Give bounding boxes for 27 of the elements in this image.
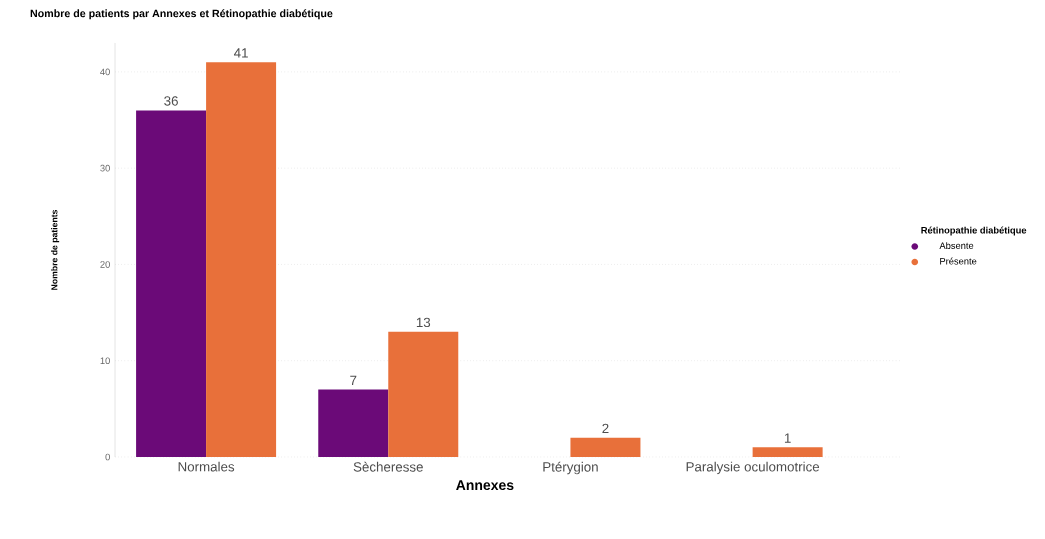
data-label: 41 [233, 48, 248, 58]
x-axis-title: Annexes [456, 480, 514, 491]
data-label: 36 [164, 96, 178, 106]
x-tick-label: Ptérygion [543, 461, 598, 475]
bar [388, 331, 459, 457]
x-tick-label: Normales [178, 461, 235, 472]
y-tick-label: 0 [105, 453, 110, 461]
y-axis-title: Nombre de patients [51, 209, 60, 290]
y-tick-label: 40 [100, 68, 110, 76]
y-tick-label: 30 [100, 164, 110, 172]
data-label: 2 [602, 423, 609, 434]
bar [318, 389, 389, 457]
bar [136, 110, 207, 457]
legend-title: Rétinopathie diabétique [921, 226, 1027, 236]
chart-title: Nombre de patients par Annexes et Rétinopathie diabétique [30, 9, 333, 20]
x-tick-label: Paralysie oculomotrice [686, 461, 820, 475]
x-tick-label: Sècheresse [353, 461, 423, 472]
legend-label: Présente [940, 257, 977, 265]
data-label: 13 [416, 317, 431, 328]
data-label: 1 [784, 433, 791, 443]
data-label: 7 [350, 375, 357, 385]
bar [206, 62, 277, 457]
y-tick-label: 10 [100, 357, 110, 365]
legend-label: Absente [939, 242, 974, 249]
bar [570, 437, 641, 457]
bar [752, 447, 823, 457]
y-tick-label: 20 [100, 261, 110, 268]
